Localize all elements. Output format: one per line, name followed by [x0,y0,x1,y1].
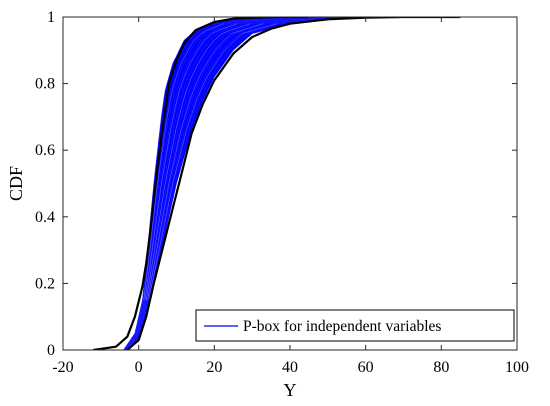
x-axis-label: Y [284,380,297,400]
x-tick-label: 60 [358,359,374,376]
cdf-curve [125,17,329,350]
x-tick-label: 100 [505,359,529,376]
cdf-curve [124,17,304,350]
cdf-curve [125,17,341,350]
y-tick-label: 1 [47,9,55,26]
x-tick-label: -20 [52,359,73,376]
y-tick-label: 0.2 [35,275,55,292]
axes-frame [62,16,518,351]
x-tick-label: 80 [433,359,449,376]
cdf-curve [126,17,354,350]
y-axis-label: CDF [6,166,26,201]
y-tick-label: 0 [47,342,55,359]
cdf-curve-highlight [144,23,238,301]
cdf-curve-highlight [143,23,224,301]
legend-box [195,309,515,342]
y-tick-label: 0.8 [35,76,55,93]
cdf-curve [123,17,279,350]
cdf-curve-highlight [147,23,264,301]
cdf-curve [126,17,348,350]
plot-area [93,17,461,350]
cdf-curve-highlight [146,23,251,301]
legend: P-box for independent variables [195,309,515,342]
cdf-curve [124,17,316,350]
cdf-curve [123,17,292,350]
legend-entry: P-box for independent variables [243,318,441,335]
pbox-band [123,17,366,350]
lower-bound-line [126,17,461,350]
upper-bound-line [93,17,309,350]
cdf-curve [124,17,298,350]
cdf-curve-highlight [148,23,277,301]
x-tick-label: 20 [206,359,222,376]
x-tick-label: 0 [135,359,143,376]
x-tick-label: 40 [282,359,298,376]
y-tick-label: 0.4 [35,209,55,226]
y-tick-label: 0.6 [35,142,55,159]
cdf-curve [125,17,335,350]
